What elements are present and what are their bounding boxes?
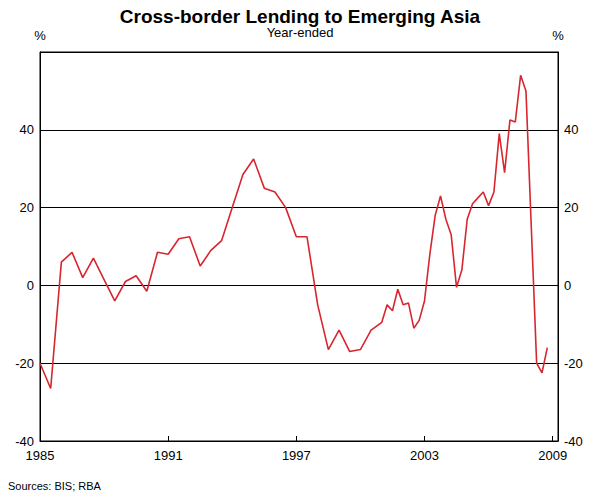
svg-text:2009: 2009	[538, 448, 567, 463]
svg-text:Year-ended: Year-ended	[267, 25, 334, 40]
svg-text:2003: 2003	[410, 448, 439, 463]
svg-text:20: 20	[564, 200, 578, 215]
svg-text:1985: 1985	[26, 448, 55, 463]
svg-text:20: 20	[20, 200, 34, 215]
svg-text:1997: 1997	[282, 448, 311, 463]
svg-text:-40: -40	[15, 434, 34, 449]
svg-text:%: %	[552, 28, 564, 43]
svg-text:1991: 1991	[154, 448, 183, 463]
svg-text:40: 40	[20, 122, 34, 137]
svg-text:%: %	[34, 28, 46, 43]
svg-text:0: 0	[27, 278, 34, 293]
svg-text:Cross-border Lending to Emergi: Cross-border Lending to Emerging Asia	[120, 6, 481, 27]
svg-text:-20: -20	[564, 356, 583, 371]
svg-text:-20: -20	[15, 356, 34, 371]
svg-text:0: 0	[564, 278, 571, 293]
svg-text:Sources: BIS; RBA: Sources: BIS; RBA	[8, 480, 102, 492]
svg-text:-40: -40	[564, 434, 583, 449]
svg-text:40: 40	[564, 122, 578, 137]
